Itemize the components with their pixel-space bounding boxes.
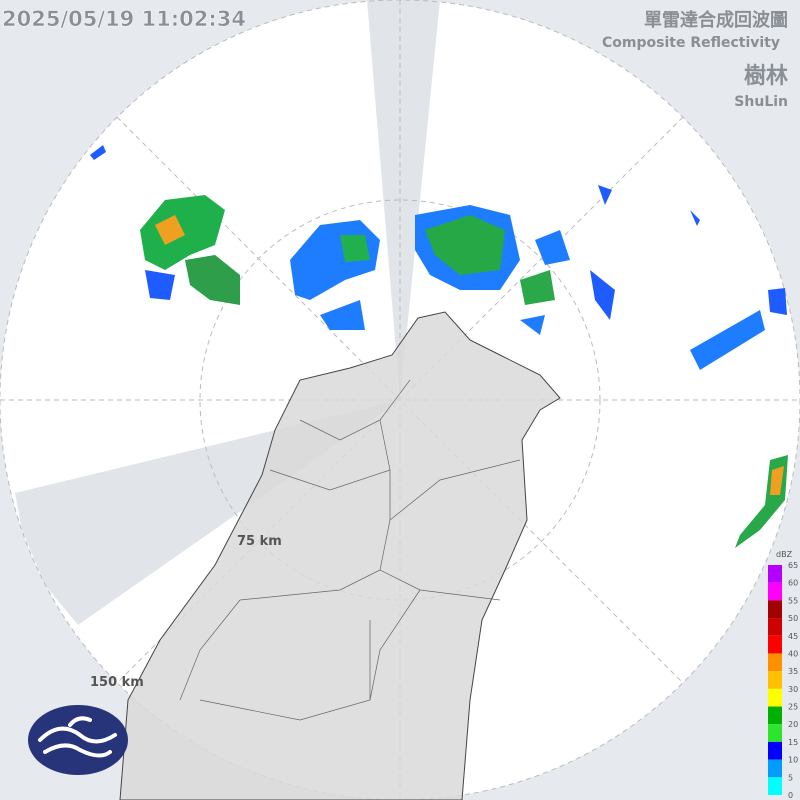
legend-tick: 15	[788, 738, 798, 747]
title-en: Composite Reflectivity	[602, 35, 780, 51]
land	[119, 311, 561, 800]
legend-tick: 10	[788, 756, 798, 765]
legend-swatch	[768, 706, 782, 725]
legend-swatch	[768, 653, 782, 672]
legend-tick: 5	[788, 773, 793, 782]
legend-tick: 45	[788, 632, 798, 641]
timestamp: 2025/05/19 11:02:34	[2, 7, 246, 31]
legend-tick: 50	[788, 614, 798, 623]
legend-tick: 55	[788, 596, 798, 605]
legend-swatch	[768, 600, 782, 619]
legend-swatch	[768, 582, 782, 601]
range-label: 150 km	[90, 675, 144, 690]
station-zh: 樹林	[744, 63, 788, 89]
legend-tick: 35	[788, 667, 798, 676]
legend-tick: 0	[788, 791, 793, 800]
legend-unit: dBZ	[776, 550, 793, 559]
legend-tick: 25	[788, 703, 798, 712]
legend-tick: 30	[788, 685, 798, 694]
station-en: ShuLin	[734, 94, 788, 110]
legend-swatch	[768, 759, 782, 778]
legend-tick: 20	[788, 720, 798, 729]
echoes	[90, 145, 788, 548]
legend-swatch	[768, 724, 782, 742]
legend-swatch	[768, 777, 782, 795]
legend-swatch	[768, 671, 782, 689]
legend-tick: 40	[788, 649, 798, 658]
legend-swatch	[768, 635, 782, 654]
range-label: 75 km	[237, 534, 282, 549]
legend-swatch	[768, 618, 782, 636]
logo	[28, 705, 128, 775]
legend-tick: 65	[788, 561, 798, 570]
legend-tick: 60	[788, 579, 798, 588]
legend-swatch	[768, 688, 782, 707]
legend-swatch	[768, 565, 782, 583]
legend-swatch	[768, 741, 782, 760]
title-zh: 單雷達合成回波圖	[644, 9, 788, 31]
